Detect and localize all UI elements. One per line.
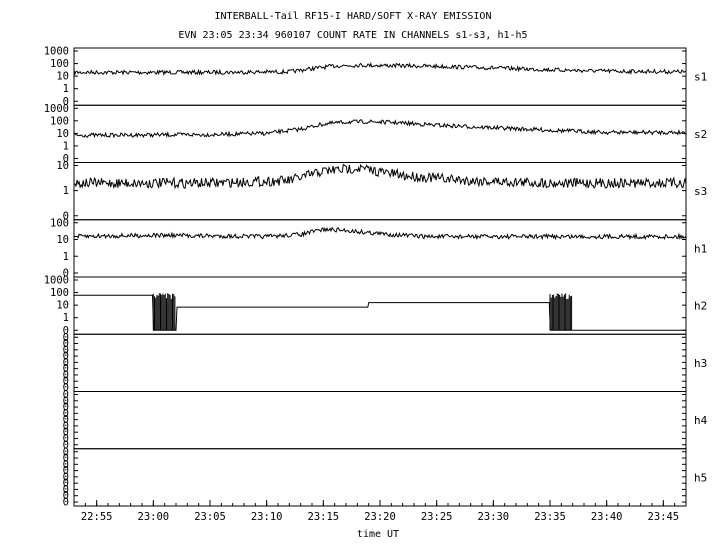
y-tick-label: 0 — [63, 433, 69, 445]
panel-frame — [73, 333, 687, 392]
chart-subtitle: EVN 23:05 23:34 960107 COUNT RATE IN CHA… — [178, 30, 527, 41]
y-tick-label: 1 — [63, 312, 69, 324]
y-tick-label: 0 — [63, 395, 69, 407]
x-axis-label: time UT — [357, 529, 399, 540]
panel-frame — [73, 219, 687, 278]
y-tick-label: 0 — [63, 376, 69, 388]
x-tick-label: 23:45 — [648, 511, 680, 523]
channel-label: h1 — [694, 242, 707, 255]
y-tick-label: 100 — [50, 58, 69, 70]
y-tick-label: 0 — [63, 420, 69, 432]
x-tick-label: 23:35 — [534, 511, 566, 523]
y-tick-label: 0 — [63, 363, 69, 375]
y-tick-label: 0 — [63, 490, 69, 502]
channel-label: h4 — [694, 414, 708, 427]
y-tick-label: 0 — [63, 465, 69, 477]
y-tick-label: 0 — [63, 446, 69, 458]
y-tick-label: 0 — [63, 351, 69, 363]
y-tick-label: 0 — [63, 471, 69, 483]
y-tick-label: 0 — [63, 344, 69, 356]
y-tick-label: 0 — [63, 268, 69, 280]
y-tick-label: 10 — [56, 300, 69, 312]
y-tick-label: 0 — [63, 408, 69, 420]
series-line-h1 — [73, 226, 687, 241]
channel-label: h5 — [694, 471, 707, 484]
series-line-s1 — [73, 62, 687, 76]
y-tick-label: 10 — [56, 160, 69, 172]
series-line-s3 — [73, 163, 687, 190]
x-tick-label: 23:25 — [421, 511, 453, 523]
y-tick-label: 0 — [63, 497, 69, 509]
y-tick-label: 0 — [63, 357, 69, 369]
y-tick-label: 0 — [63, 389, 69, 401]
y-tick-label: 0 — [63, 338, 69, 350]
y-tick-label: 100 — [50, 115, 69, 127]
panel-frame — [73, 448, 687, 507]
x-tick-label: 23:10 — [251, 511, 283, 523]
y-tick-label: 10 — [56, 128, 69, 140]
channel-label: s3 — [694, 185, 707, 198]
y-tick-label: 1 — [63, 185, 69, 197]
y-tick-label: 100 — [50, 287, 69, 299]
y-tick-label: 0 — [63, 382, 69, 394]
y-tick-label: 0 — [63, 369, 69, 381]
y-tick-label: 0 — [63, 332, 69, 344]
y-tick-label: 0 — [63, 325, 69, 337]
y-tick-label: 0 — [63, 402, 69, 414]
x-tick-label: 23:00 — [138, 511, 170, 523]
y-tick-label: 1000 — [44, 103, 69, 115]
y-tick-label: 0 — [63, 210, 69, 222]
x-tick-label: 23:30 — [478, 511, 510, 523]
series-line-s2 — [73, 119, 687, 139]
channel-label: h2 — [694, 300, 707, 313]
y-tick-label: 0 — [63, 96, 69, 108]
y-tick-label: 1 — [63, 251, 69, 263]
panel-frame — [73, 47, 687, 106]
y-tick-label: 0 — [63, 153, 69, 165]
y-tick-label: 10 — [56, 234, 69, 246]
y-tick-label: 1 — [63, 140, 69, 152]
y-tick-label: 0 — [63, 484, 69, 496]
y-tick-label: 10 — [56, 71, 69, 83]
x-tick-label: 23:05 — [194, 511, 226, 523]
channel-label: s2 — [694, 128, 707, 141]
y-tick-label: 0 — [63, 414, 69, 426]
y-tick-label: 0 — [63, 439, 69, 451]
h2-burst — [549, 293, 573, 331]
x-tick-label: 23:15 — [308, 511, 340, 523]
y-tick-label: 100 — [50, 217, 69, 229]
h2-burst — [152, 293, 176, 331]
x-tick-label: 23:20 — [364, 511, 396, 523]
y-tick-label: 0 — [63, 427, 69, 439]
panel-frame — [73, 391, 687, 450]
y-tick-label: 0 — [63, 478, 69, 490]
x-tick-label: 22:55 — [81, 511, 113, 523]
x-axis: 22:55 23:00 23:05 23:10 23:15 23:20 23:25 23:30… — [73, 500, 687, 523]
x-tick-label: 23:40 — [591, 511, 623, 523]
y-tick-label: 0 — [63, 459, 69, 471]
chart-title: INTERBALL-Tail RF15-I HARD/SOFT X-RAY EM… — [215, 11, 492, 22]
y-tick-label: 1000 — [44, 46, 69, 58]
channel-label: h3 — [694, 357, 707, 370]
y-tick-label: 1000 — [44, 275, 69, 287]
panel-frame — [73, 162, 687, 221]
panel-stack: 10001001010s110001001010s21010s31001010h… — [44, 46, 708, 509]
series-line-h2 — [74, 294, 686, 331]
channel-label: s1 — [694, 71, 707, 84]
y-tick-label: 1 — [63, 83, 69, 95]
y-tick-label: 0 — [63, 453, 69, 465]
